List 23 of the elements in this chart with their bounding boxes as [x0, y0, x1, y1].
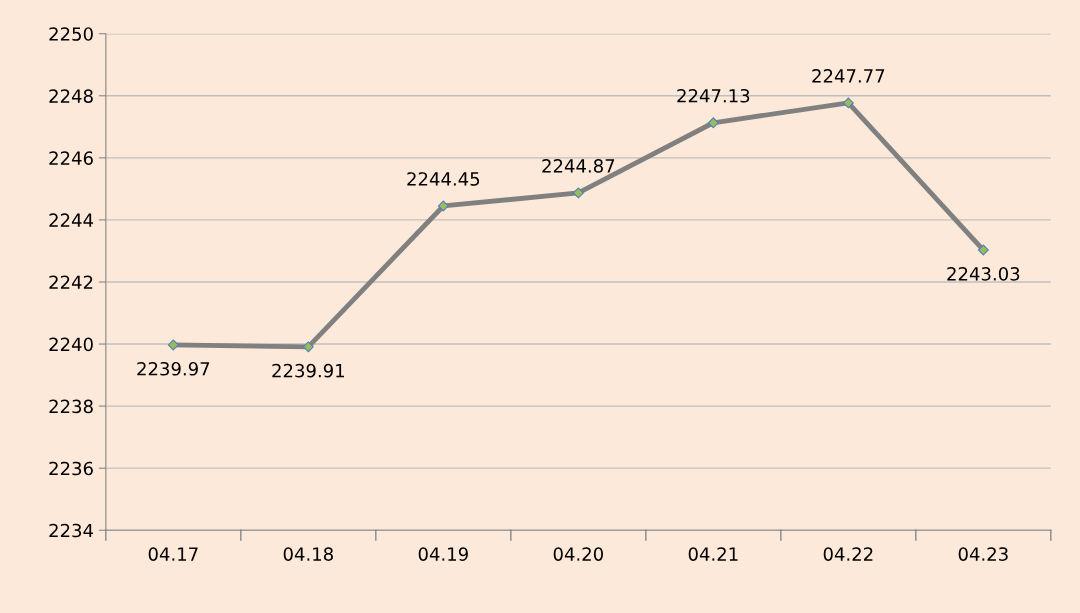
x-tick-label: 04.21: [688, 547, 738, 561]
data-label: 2247.77: [812, 69, 885, 83]
data-label: 2239.97: [137, 361, 210, 376]
data-label: 2244.87: [542, 159, 615, 173]
y-tick-label: 2236: [49, 461, 93, 476]
data-label: 2247.13: [677, 88, 750, 103]
y-tick-label: 2234: [49, 523, 94, 538]
y-tick-label: 2242: [49, 275, 93, 289]
y-tick-label: 2246: [49, 151, 93, 165]
x-tick-label: 04.19: [418, 547, 468, 561]
x-tick-label: 04.20: [553, 547, 603, 561]
x-tick-label: 04.18: [283, 547, 333, 561]
x-tick-label: 04.22: [823, 547, 873, 561]
y-tick-label: 2238: [49, 399, 93, 414]
data-label: 2239.91: [272, 363, 344, 378]
x-tick-label: 04.17: [148, 547, 198, 561]
y-tick-label: 2248: [49, 89, 93, 103]
y-tick-label: 2250: [49, 27, 93, 41]
y-tick-label: 2244: [49, 213, 94, 227]
x-tick-label: 04.23: [958, 547, 1008, 561]
data-label: 2244.45: [407, 172, 480, 186]
data-label: 2243.03: [947, 267, 1020, 281]
y-tick-label: 2240: [49, 337, 93, 352]
